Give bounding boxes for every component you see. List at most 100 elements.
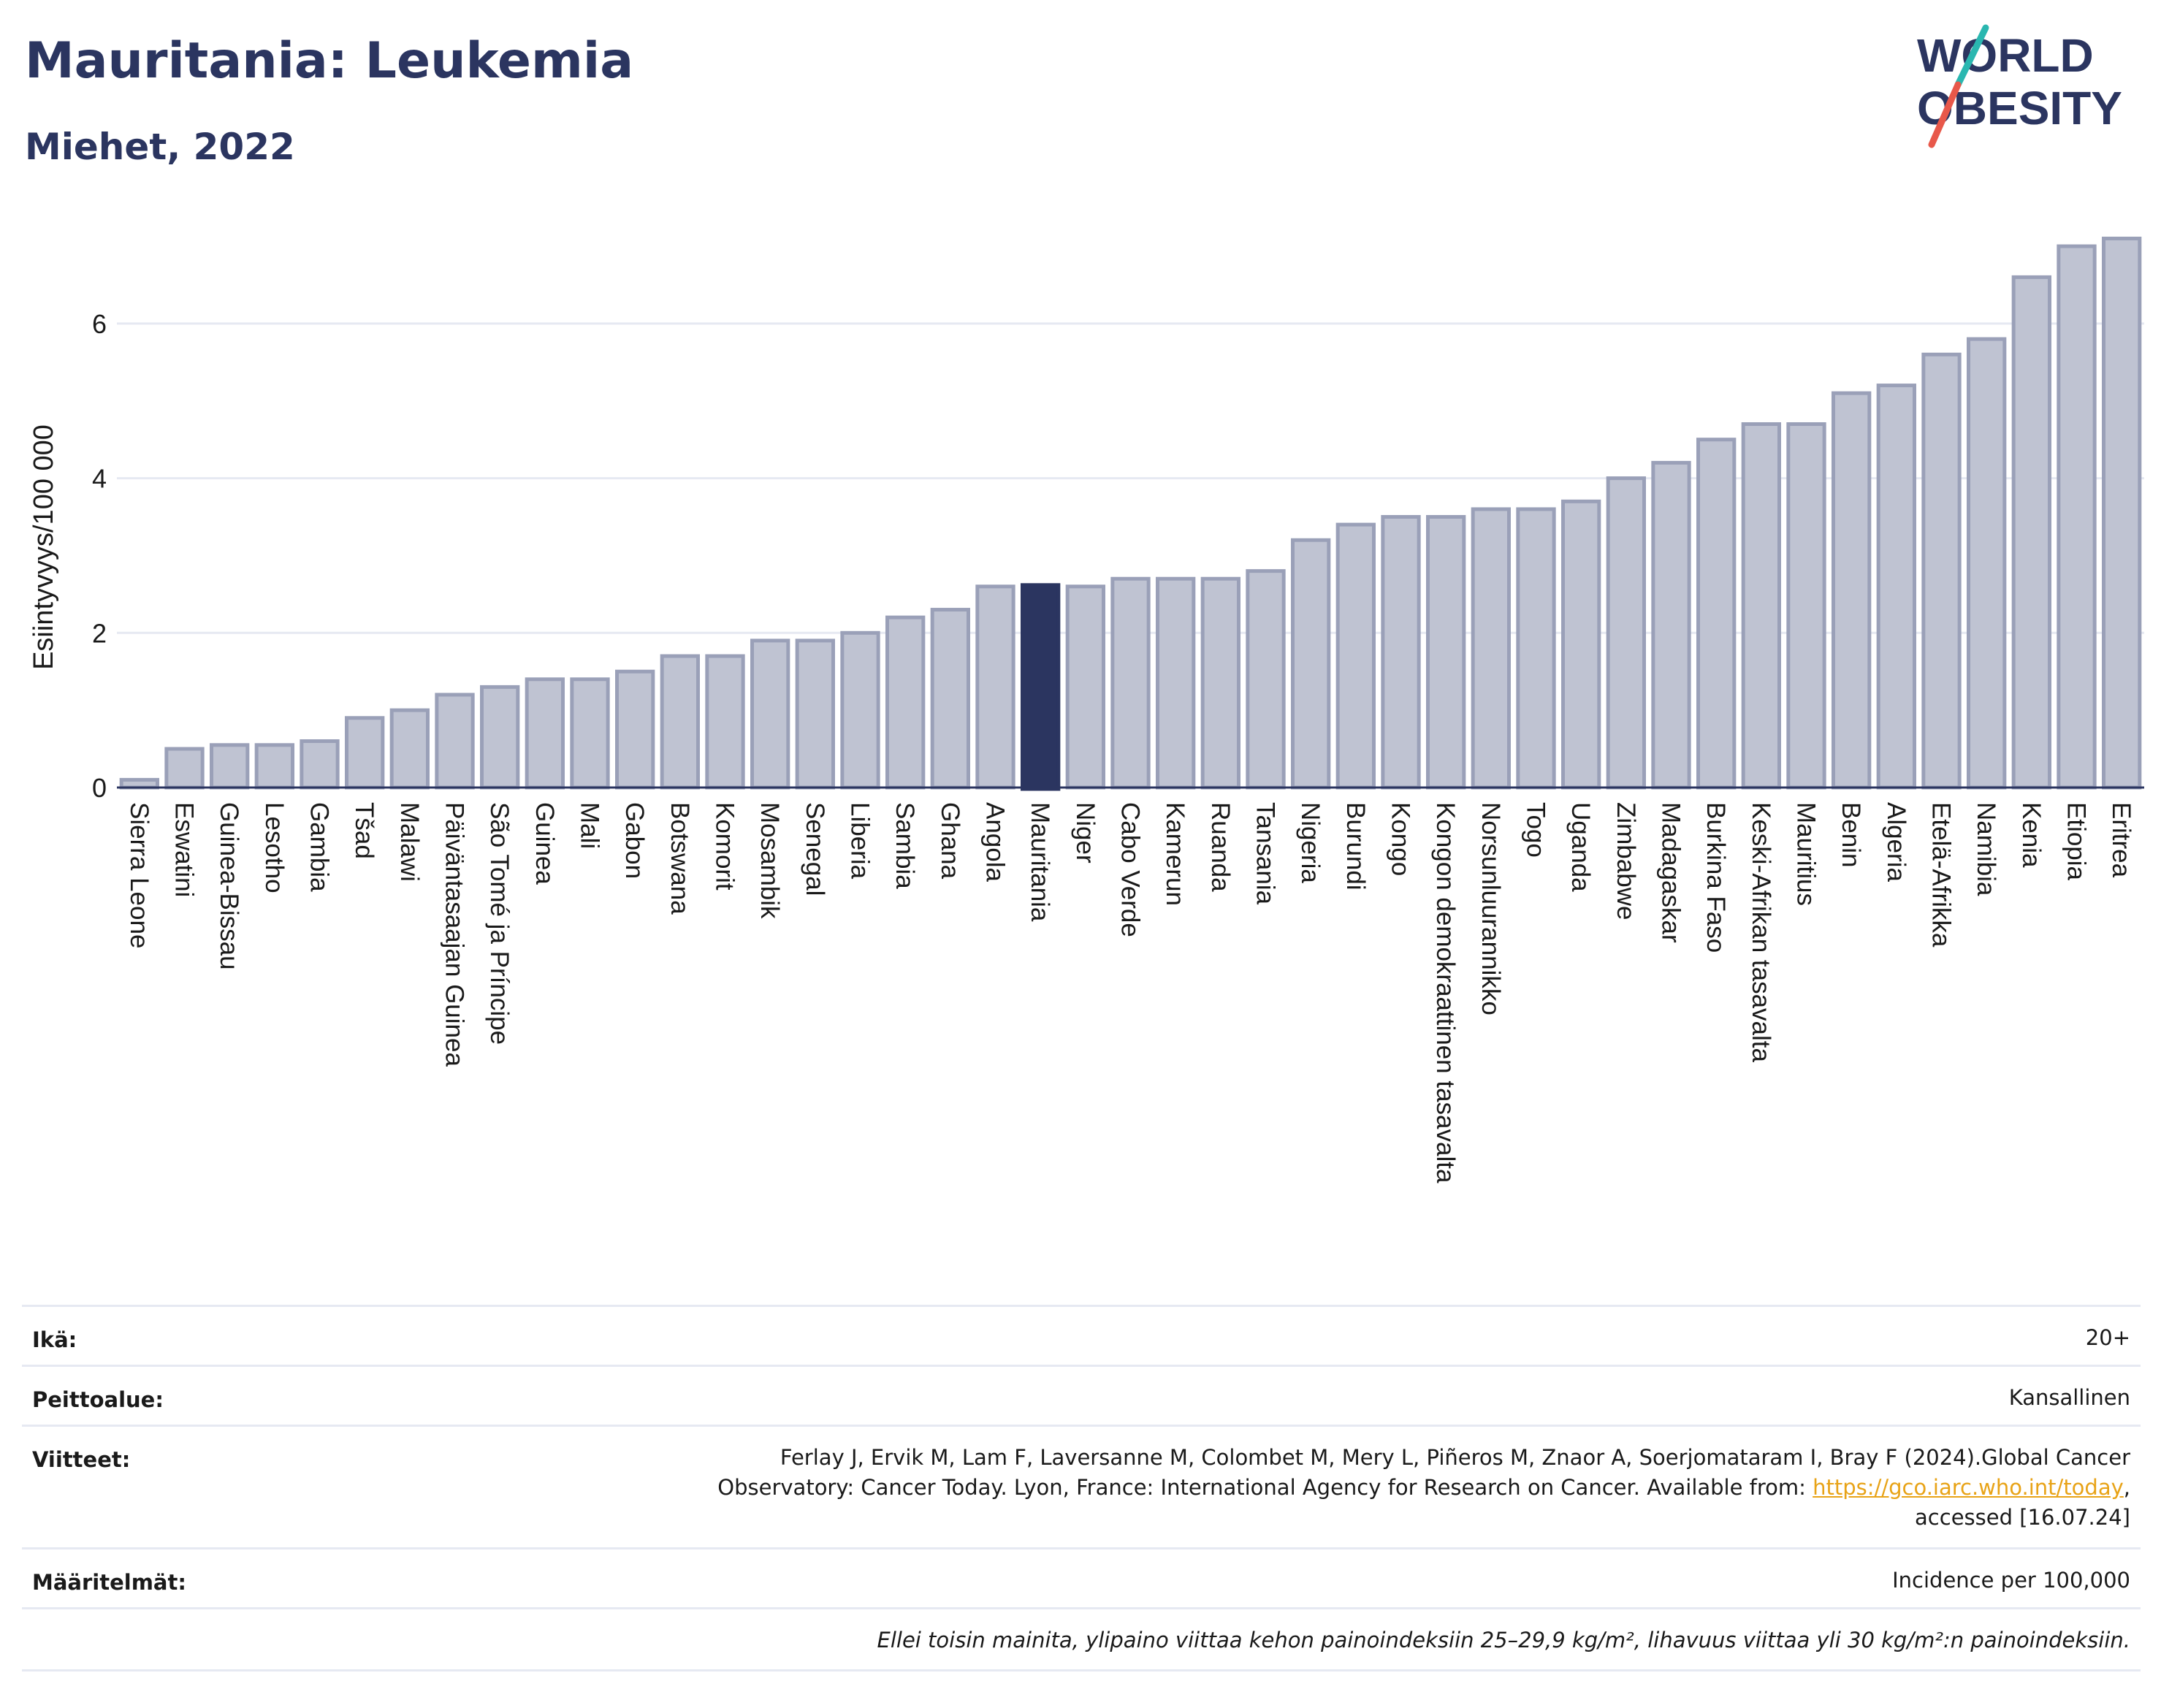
bar-burundi (1335, 522, 1376, 790)
bar-kongon-demokraattinen-tasavalta (1426, 515, 1466, 790)
x-tick-label: Malawi (395, 802, 424, 882)
bar-gabon (615, 669, 655, 790)
x-tick-label: Nigeria (1296, 802, 1325, 883)
x-tick-label: Keski-Afrikan tasavalta (1747, 802, 1775, 1063)
info-row-references: Viitteet: Ferlay J, Ervik M, Lam F, Lave… (22, 1425, 2141, 1549)
x-tick-label: Mali (576, 802, 604, 849)
x-tick-label: Sierra Leone (125, 802, 153, 948)
x-tick-label: Kenia (2017, 802, 2046, 868)
bar-senegal (795, 638, 835, 790)
references-label: Viitteet: (32, 1447, 131, 1472)
x-tick-label: Eswatini (170, 802, 199, 897)
x-tick-label: Mauritania (1026, 802, 1054, 922)
x-tick-label: Senegal (801, 802, 829, 896)
x-tick-label: Ruanda (1206, 802, 1235, 892)
x-tick-label: Kongon demokraattinen tasavalta (1431, 802, 1460, 1183)
age-value: 20+ (2085, 1325, 2130, 1350)
x-tick-label: Liberia (846, 802, 874, 880)
bar-ruanda (1200, 576, 1240, 790)
definition-note: Ellei toisin mainita, ylipaino viittaa k… (877, 1628, 2131, 1652)
bar-uganda (1561, 499, 1601, 790)
x-tick-labels: Sierra Leone Eswatini Guinea-Bissau Lesotho… (125, 802, 2135, 1183)
x-tick-label: Komorit (711, 802, 739, 891)
x-tick-label: Päiväntasaajan Guinea (441, 802, 469, 1067)
info-row-age: Ikä: 20+ (22, 1305, 2141, 1365)
x-tick-label: Botswana (666, 802, 694, 915)
references-line-3: accessed [16.07.24] (1915, 1505, 2130, 1530)
references-line-1: Ferlay J, Ervik M, Lam F, Laversanne M, … (780, 1445, 2130, 1470)
x-tick-label: Burkina Faso (1701, 802, 1730, 953)
bar-eritrea (2102, 236, 2142, 790)
x-tick-label: Lesotho (260, 802, 289, 893)
x-tick-label: Madagaskar (1657, 802, 1685, 943)
logo-stripe-bottom (1928, 81, 1962, 148)
bar-kongo (1381, 515, 1421, 790)
x-tick-label: Algeria (1882, 802, 1910, 882)
x-tick-label: Niger (1071, 802, 1099, 863)
definitions-value: Incidence per 100,000 (1892, 1568, 2130, 1593)
bar-p-iv-ntasaajan-guinea (435, 693, 475, 790)
y-tick-label: 0 (92, 773, 107, 803)
x-tick-label: Kamerun (1161, 802, 1189, 906)
bar-etel-afrikka (1921, 352, 1962, 790)
age-label: Ikä: (32, 1327, 77, 1352)
x-tick-label: Etelä-Afrikka (1927, 802, 1956, 948)
bar-botswana (660, 654, 701, 790)
info-row-coverage: Peittoalue: Kansallinen (22, 1365, 2141, 1425)
bar-keski-afrikan-tasavalta (1741, 422, 1782, 790)
logo-text-world: WORLD (1917, 29, 2094, 82)
bar-t-ad (345, 716, 385, 790)
references-value: Ferlay J, Ervik M, Lam F, Laversanne M, … (377, 1443, 2130, 1533)
logo-stripe-top (1954, 24, 1989, 88)
x-tick-label: Gabon (620, 802, 649, 879)
bar-mauritius (1786, 422, 1826, 790)
bar-malawi (389, 708, 430, 790)
bar-lesotho (254, 743, 294, 790)
x-tick-label: Ghana (936, 802, 964, 880)
bar-namibia (1967, 337, 2007, 790)
x-tick-label: Guinea-Bissau (215, 802, 243, 970)
reference-link[interactable]: https://gco.iarc.who.int/today (1813, 1475, 2124, 1500)
bar-togo (1516, 507, 1556, 790)
bar-zimbabwe (1606, 476, 1647, 790)
info-row-definitions: Määritelmät: Incidence per 100,000 (22, 1547, 2141, 1609)
coverage-label: Peittoalue: (32, 1387, 164, 1412)
references-line-2: Observatory: Cancer Today. Lyon, France:… (717, 1475, 2130, 1500)
y-axis-label: Esiintyvyys/100 000 (28, 424, 59, 670)
definitions-label: Määritelmät: (32, 1570, 186, 1595)
x-tick-label: Togo (1522, 802, 1550, 858)
bar-kenia (2011, 275, 2052, 790)
bar-angola (975, 584, 1015, 790)
y-tick-label: 6 (92, 309, 107, 339)
bar-guinea-bissau (210, 743, 250, 790)
bar-chart: Sierra Leone Eswatini Guinea-Bissau Lesotho… (28, 236, 2144, 1183)
bar-etiopia (2057, 244, 2097, 790)
x-tick-label: Angola (981, 802, 1010, 882)
x-tick-label: Mauritius (1792, 802, 1821, 906)
bar-cabo-verde (1110, 576, 1151, 790)
bar-gambia (300, 739, 340, 790)
bar-mauritania (1021, 583, 1061, 791)
bar-benin (1832, 391, 1872, 790)
x-tick-label: Gambia (305, 802, 334, 892)
world-obesity-logo: WORLD OBESITY (1917, 24, 2122, 148)
chart-subtitle: Miehet, 2022 (25, 126, 295, 168)
bar-guinea (525, 677, 565, 790)
x-tick-label: Etiopia (2062, 802, 2091, 881)
bar-sierra-leone (119, 777, 160, 790)
x-tick-label: Kongo (1387, 802, 1415, 876)
bar-ghana (930, 608, 970, 790)
x-tick-label: Zimbabwe (1612, 802, 1640, 920)
bar-komorit (705, 654, 745, 790)
bar-madagaskar (1651, 460, 1691, 790)
x-tick-label: Norsunluurannikko (1476, 802, 1505, 1015)
bar-mosambik (750, 638, 790, 790)
chart-title: Mauritania: Leukemia (25, 32, 634, 90)
bar-kamerun (1156, 576, 1196, 790)
x-tick-label: São Tomé ja Príncipe (485, 802, 514, 1045)
y-tick-label: 2 (92, 618, 107, 648)
bar-liberia (840, 630, 880, 790)
x-tick-label: Namibia (1972, 802, 2000, 896)
bar-tansania (1246, 569, 1286, 790)
x-tick-label: Tšad (350, 802, 378, 859)
